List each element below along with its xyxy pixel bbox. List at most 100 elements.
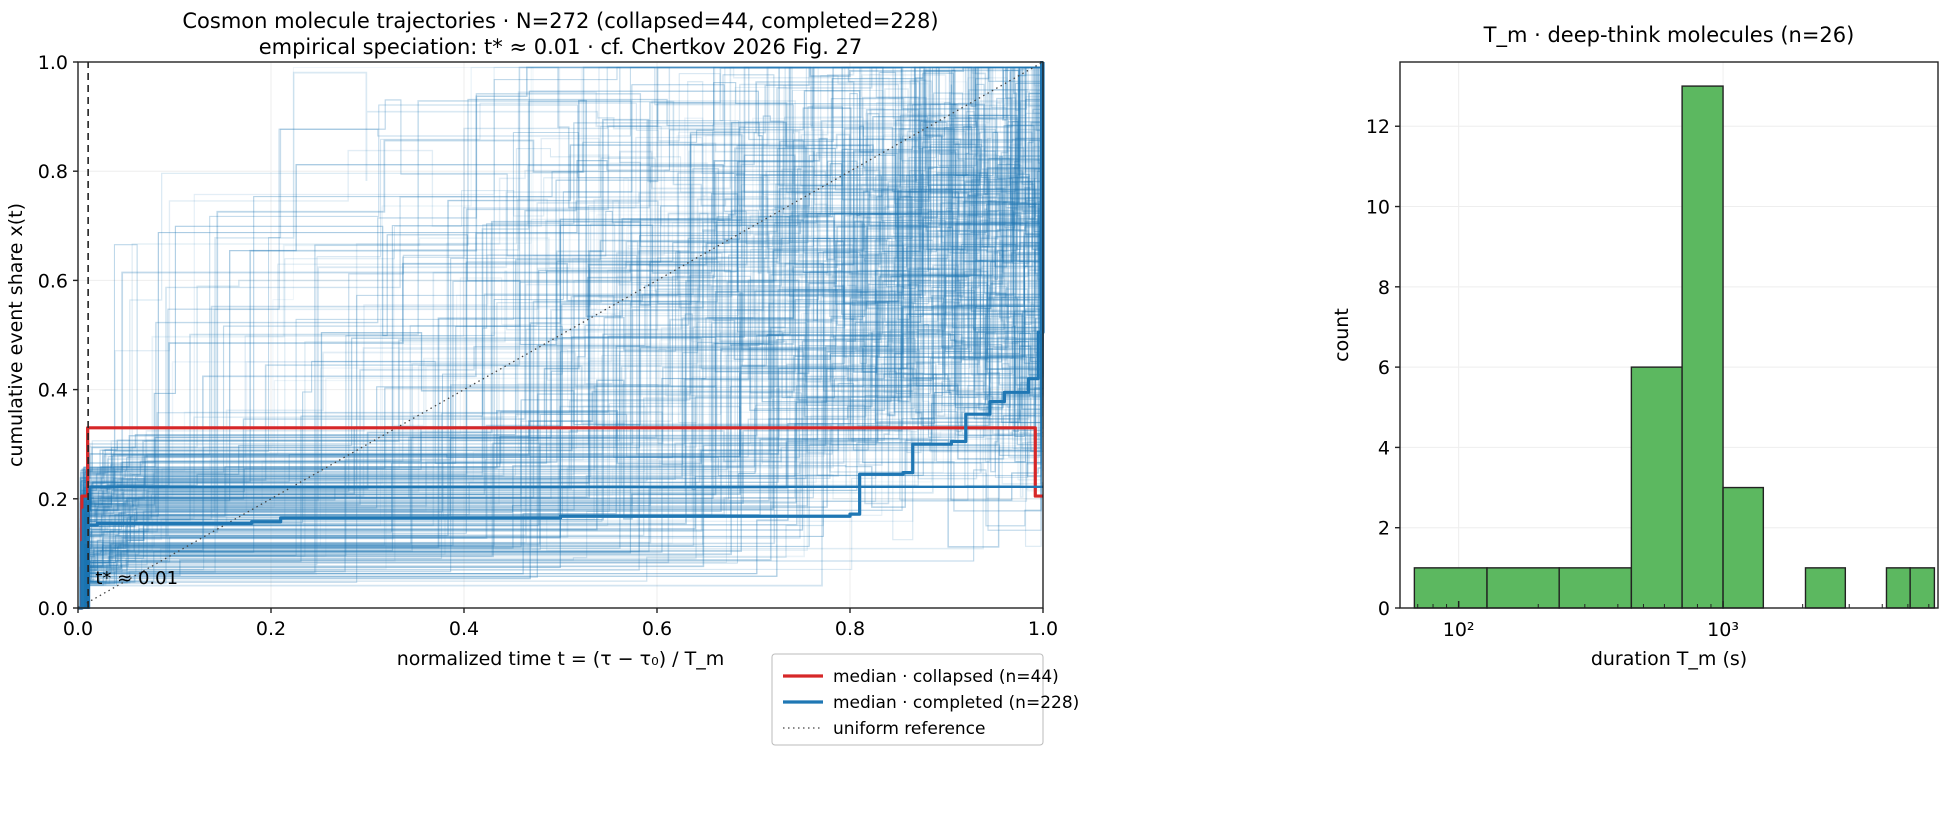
trajectory-line — [78, 62, 1044, 609]
trajectory-line — [78, 61, 1043, 609]
trajectory-line — [78, 62, 1044, 609]
trajectory-line — [78, 61, 1043, 609]
left-plot-title-line1: Cosmon molecule trajectories · N=272 (co… — [182, 9, 938, 33]
trajectory-line — [78, 62, 1044, 609]
trajectory-line — [78, 62, 1044, 609]
trajectory-line — [78, 61, 1043, 609]
trajectory-line — [78, 62, 1044, 609]
left-xtick-label: 0.4 — [449, 618, 479, 640]
trajectory-line — [78, 62, 1044, 609]
trajectory-line — [78, 62, 1044, 609]
trajectory-line — [78, 62, 1044, 609]
trajectory-line — [78, 62, 1044, 609]
trajectory-line — [78, 62, 1044, 609]
trajectory-line — [78, 62, 1044, 609]
trajectory-line — [78, 61, 1043, 609]
trajectory-line — [78, 61, 1043, 609]
right-yaxis-label: count — [1331, 308, 1353, 362]
trajectory-line — [78, 62, 1044, 609]
trajectory-line — [78, 61, 1043, 609]
trajectory-line — [78, 62, 1044, 609]
trajectory-line — [78, 61, 1044, 609]
trajectory-line — [78, 62, 1044, 609]
left-xtick-label: 0.6 — [642, 618, 672, 640]
trajectory-line — [78, 62, 1044, 609]
trajectory-line — [78, 62, 1044, 609]
trajectory-line — [78, 62, 1044, 609]
left-xtick-label: 1.0 — [1028, 618, 1058, 640]
trajectory-line — [78, 62, 1044, 609]
trajectory-line — [78, 62, 1044, 609]
trajectory-line — [78, 62, 1044, 609]
trajectory-line — [78, 62, 1044, 609]
trajectory-line — [78, 61, 1043, 609]
trajectory-line — [78, 62, 1044, 609]
trajectory-line — [78, 62, 1044, 609]
trajectory-line — [78, 61, 1043, 609]
trajectory-line — [78, 61, 1043, 609]
trajectory-line — [78, 62, 1044, 609]
trajectory-line — [78, 62, 1044, 609]
trajectory-line — [78, 62, 1044, 609]
trajectory-line — [78, 62, 1044, 609]
trajectory-line — [78, 62, 1044, 609]
trajectory-line — [78, 62, 1044, 609]
trajectory-line — [78, 62, 1044, 609]
trajectory-line — [78, 62, 1044, 609]
trajectory-line — [78, 62, 1044, 609]
trajectory-line — [78, 62, 1044, 609]
trajectory-line — [78, 62, 1044, 609]
trajectory-line — [78, 62, 1044, 609]
trajectory-line — [78, 61, 1043, 609]
trajectory-line — [78, 62, 1044, 609]
trajectory-line — [78, 62, 1044, 609]
trajectory-line — [78, 62, 1044, 609]
histogram-bar — [1722, 486, 1765, 609]
trajectory-line — [78, 62, 1044, 609]
trajectory-line — [78, 62, 1044, 609]
trajectory-line — [78, 62, 1044, 609]
trajectory-line — [78, 61, 1043, 609]
histogram-bar — [1558, 567, 1633, 609]
trajectory-line — [78, 62, 1044, 609]
trajectory-line — [78, 62, 1044, 609]
right-ytick-label: 4 — [1378, 437, 1390, 459]
right-ytick-label: 6 — [1378, 357, 1390, 379]
trajectory-line — [78, 62, 1044, 609]
trajectory-line — [78, 61, 1043, 609]
trajectory-line — [78, 61, 1043, 609]
trajectory-line — [78, 61, 1043, 609]
trajectory-line — [78, 62, 1044, 609]
trajectory-bundle — [78, 61, 1044, 609]
trajectory-line — [78, 62, 1044, 609]
trajectory-line — [78, 62, 1044, 609]
trajectory-line — [78, 61, 1043, 609]
trajectory-line — [78, 61, 1043, 609]
trajectory-line — [78, 62, 1044, 609]
trajectory-line — [78, 62, 1044, 609]
trajectory-line — [78, 62, 1044, 609]
trajectory-line — [78, 62, 1044, 609]
left-ytick-label: 1.0 — [38, 52, 68, 74]
trajectory-line — [78, 62, 1044, 609]
trajectory-line — [78, 62, 1044, 609]
trajectory-line — [78, 62, 1044, 609]
trajectory-line — [78, 62, 1044, 609]
left-ytick-label: 0.8 — [38, 161, 68, 183]
legend-box[interactable] — [771, 653, 1044, 746]
trajectory-line — [78, 62, 1044, 609]
trajectory-line — [78, 61, 1043, 609]
trajectory-line — [78, 62, 1044, 609]
histogram-bar — [1909, 567, 1936, 609]
trajectory-line — [78, 62, 1044, 609]
trajectory-line — [78, 62, 1044, 609]
trajectory-line — [78, 62, 1044, 609]
trajectory-line — [78, 62, 1044, 609]
trajectory-line — [78, 61, 1043, 609]
trajectory-line — [78, 62, 1044, 609]
trajectory-line — [78, 62, 1044, 609]
trajectory-line — [78, 61, 1043, 609]
legend-label-2: median · completed (n=228) — [833, 693, 1079, 713]
trajectory-line — [78, 62, 1044, 609]
trajectory-line — [78, 61, 1043, 609]
